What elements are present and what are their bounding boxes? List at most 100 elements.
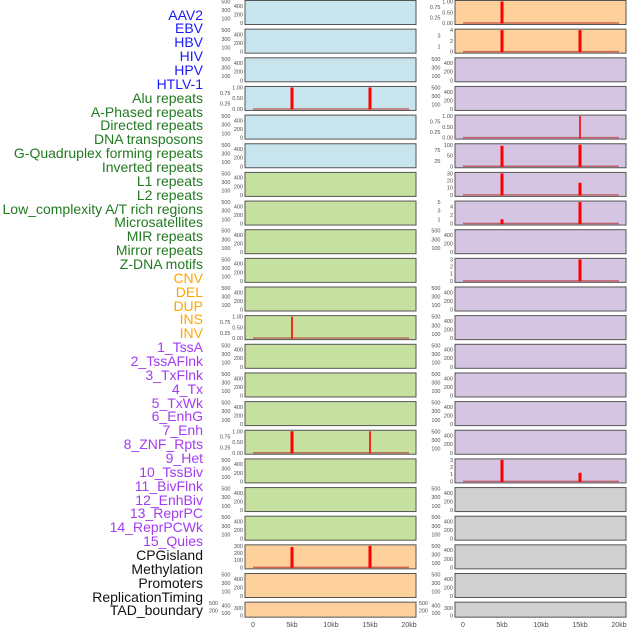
y-tick-label: 300 [431, 581, 440, 587]
y-tick-label: 5 [437, 200, 440, 206]
track-label: Directed repeats [100, 117, 203, 134]
signal-spike [500, 145, 504, 167]
y-tick-label: 0 [240, 250, 243, 256]
y-tick-label: 200 [444, 442, 453, 448]
y-tick-label: 300 [221, 495, 230, 501]
track-panel [454, 315, 627, 341]
track-label: Low_complexity A/T rich regions [2, 200, 204, 217]
y-tick-label: 400 [234, 376, 243, 382]
track-label: 7_Enh [162, 422, 203, 439]
track-panel [244, 114, 417, 140]
track-label: DEL [175, 283, 203, 300]
y-tick-label: 0.50 [442, 125, 453, 131]
track-label: 15_Quies [143, 533, 203, 550]
y-tick-label: 300 [431, 552, 440, 558]
y-tick-label: 1 [437, 217, 440, 223]
track-label: L1 repeats [136, 172, 203, 189]
y-tick-label: 500 [431, 429, 440, 435]
y-tick-label: 100 [431, 418, 440, 424]
track-label: TAD_boundary [109, 602, 203, 619]
track-panel [454, 257, 627, 283]
track-label: 12_EnhBiv [135, 491, 203, 508]
track-label: HTLV-1 [156, 75, 203, 92]
y-tick-label: 0 [450, 479, 453, 485]
y-tick-label: 500 [221, 372, 230, 378]
track-label: 3_TxFlnk [145, 366, 203, 383]
y-tick-label: 0.75 [220, 91, 231, 97]
x-tick-label: 0 [461, 622, 465, 629]
track-panel [454, 343, 627, 369]
y-tick-label: 200 [234, 156, 243, 162]
track-panel [244, 28, 417, 54]
y-tick-label: 500 [431, 544, 440, 550]
x-tick-label: 15kb [572, 622, 587, 629]
y-tick-label: 3 [450, 458, 453, 464]
y-tick-label: 200 [234, 213, 243, 219]
y-tick-label: 400 [234, 520, 243, 526]
y-tick-label: 100 [221, 504, 230, 510]
track-panel [454, 429, 627, 455]
y-tick-label: 0.00 [442, 21, 453, 27]
y-tick-label: 200 [444, 585, 453, 591]
track-panel [244, 544, 417, 570]
y-tick-label: 100 [444, 143, 453, 149]
y-tick-label: 400 [444, 233, 453, 239]
y-tick-label: 400 [234, 348, 243, 354]
y-tick-label: 0 [450, 393, 453, 399]
y-tick-label: 0 [240, 614, 243, 620]
y-tick-label: 400 [234, 262, 243, 268]
signal-spike [579, 116, 581, 139]
track-label: L2 repeats [136, 186, 203, 203]
y-tick-label: 200 [234, 471, 243, 477]
x-tick-label: 20kb [401, 622, 416, 629]
y-tick-label: 0 [240, 279, 243, 285]
y-tick-label: 100 [431, 303, 440, 309]
track-label: ReplicationTiming [92, 588, 203, 605]
y-tick-label: 1 [437, 44, 440, 50]
y-tick-label: 0 [240, 508, 243, 514]
track-panel [454, 401, 627, 427]
y-tick-label: 1.00 [442, 114, 453, 120]
y-tick-label: 500 [221, 143, 230, 149]
y-tick-label: 300 [221, 37, 230, 43]
y-tick-label: 300 [431, 381, 440, 387]
track-label: EBV [174, 20, 203, 37]
y-tick-label: 200 [234, 356, 243, 362]
y-tick-label: 0 [240, 565, 243, 571]
track-panel [244, 171, 417, 197]
y-tick-label: 200 [444, 242, 453, 248]
y-tick-label: 200 [444, 385, 453, 391]
y-tick-label: 500 [431, 57, 440, 63]
y-tick-label: 100 [431, 361, 440, 367]
signal-spike [578, 202, 582, 225]
track-panel [454, 0, 627, 25]
y-tick-label: 0 [240, 308, 243, 314]
y-tick-label: 400 [444, 319, 453, 325]
signal-spike [291, 316, 293, 339]
track-panel [244, 458, 417, 484]
y-tick-label: 2 [450, 213, 453, 219]
y-tick-label: 4 [450, 28, 453, 34]
y-tick-label: 100 [221, 131, 230, 137]
track-label: Mirror repeats [115, 242, 203, 259]
signal-spike [290, 87, 294, 110]
y-tick-label: 500 [431, 286, 440, 292]
track-panel [244, 343, 417, 369]
y-tick-label: 300 [221, 581, 230, 587]
track-panel [244, 257, 417, 283]
track-panel [244, 601, 417, 618]
y-tick-label: 400 [444, 376, 453, 382]
y-tick-label: 300 [221, 524, 230, 530]
y-tick-label: 200 [444, 499, 453, 505]
y-tick-label: 400 [444, 90, 453, 96]
y-tick-label: 1.00 [442, 0, 453, 6]
y-tick-label: 300 [444, 606, 453, 612]
y-tick-label: 500 [209, 601, 218, 607]
track-panel [244, 57, 417, 83]
y-tick-label: 1.00 [232, 85, 243, 91]
y-tick-label: 400 [234, 147, 243, 153]
y-tick-label: 200 [234, 270, 243, 276]
signal-spike [578, 30, 582, 53]
y-tick-label: 300 [221, 295, 230, 301]
y-tick-label: 400 [444, 577, 453, 583]
